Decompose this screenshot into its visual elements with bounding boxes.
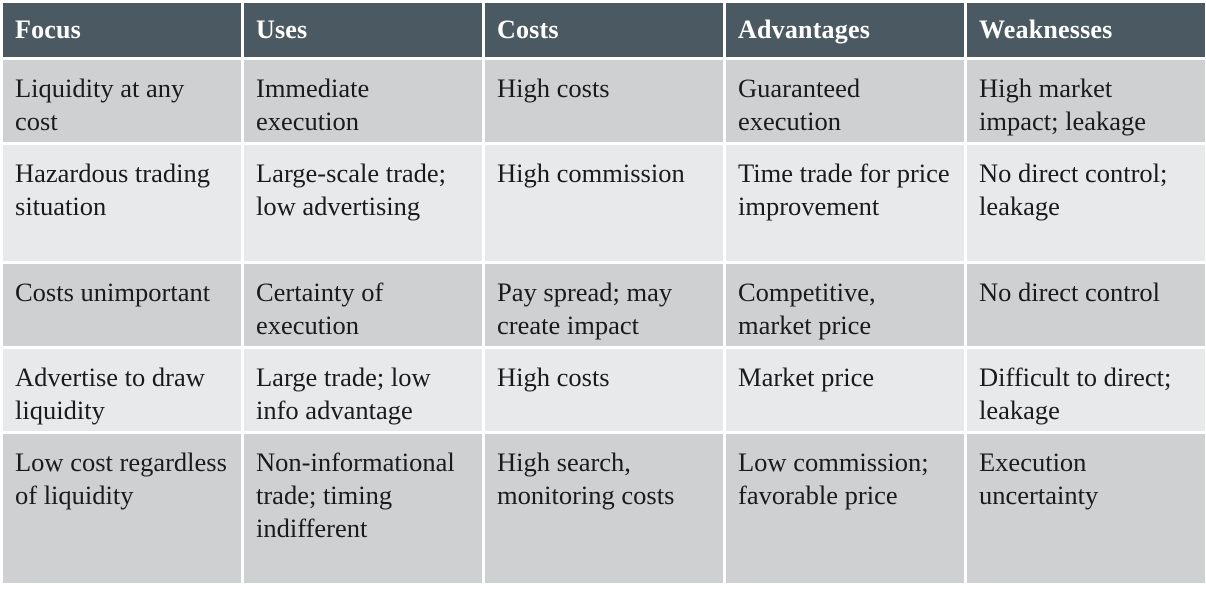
cell-advantages: Market price: [726, 349, 964, 431]
header-costs: Costs: [485, 3, 723, 57]
cell-weaknesses: High market impact; leakage: [967, 60, 1205, 142]
header-focus: Focus: [3, 3, 241, 57]
table-row: Advertise to draw liquidity Large trade;…: [3, 349, 1205, 431]
cell-costs: High search, monitoring costs: [485, 434, 723, 583]
cell-advantages: Time trade for price improvement: [726, 145, 964, 261]
cell-weaknesses: No direct control: [967, 264, 1205, 346]
cell-costs: High costs: [485, 349, 723, 431]
cell-uses: Immediate execution: [244, 60, 482, 142]
header-weaknesses: Weaknesses: [967, 3, 1205, 57]
cell-focus: Advertise to draw liquidity: [3, 349, 241, 431]
cell-focus: Liquidity at any cost: [3, 60, 241, 142]
cell-focus: Costs unimportant: [3, 264, 241, 346]
header-advantages: Advantages: [726, 3, 964, 57]
cell-uses: Non-informational trade; timing indiffer…: [244, 434, 482, 583]
cell-costs: High costs: [485, 60, 723, 142]
cell-weaknesses: Difficult to direct; leakage: [967, 349, 1205, 431]
cell-uses: Large-scale trade; low advertising: [244, 145, 482, 261]
cell-uses: Certainty of execution: [244, 264, 482, 346]
cell-costs: Pay spread; may create impact: [485, 264, 723, 346]
table-header: Focus Uses Costs Advantages Weaknesses: [3, 3, 1205, 57]
cell-focus: Hazardous trading situation: [3, 145, 241, 261]
table-row: Low cost regardless of liquidity Non-inf…: [3, 434, 1205, 583]
cell-advantages: Low commission; favorable price: [726, 434, 964, 583]
cell-focus: Low cost regardless of liquidity: [3, 434, 241, 583]
table-row: Costs unimportant Certainty of execution…: [3, 264, 1205, 346]
table-row: Hazardous trading situation Large-scale …: [3, 145, 1205, 261]
cell-weaknesses: No direct control; leakage: [967, 145, 1205, 261]
table-row: Liquidity at any cost Immediate executio…: [3, 60, 1205, 142]
cell-weaknesses: Execution uncertainty: [967, 434, 1205, 583]
cell-advantages: Competitive, market price: [726, 264, 964, 346]
cell-advantages: Guaranteed execution: [726, 60, 964, 142]
cell-costs: High commission: [485, 145, 723, 261]
header-uses: Uses: [244, 3, 482, 57]
cell-uses: Large trade; low info advantage: [244, 349, 482, 431]
table-body: Liquidity at any cost Immediate executio…: [3, 60, 1205, 583]
header-row: Focus Uses Costs Advantages Weaknesses: [3, 3, 1205, 57]
